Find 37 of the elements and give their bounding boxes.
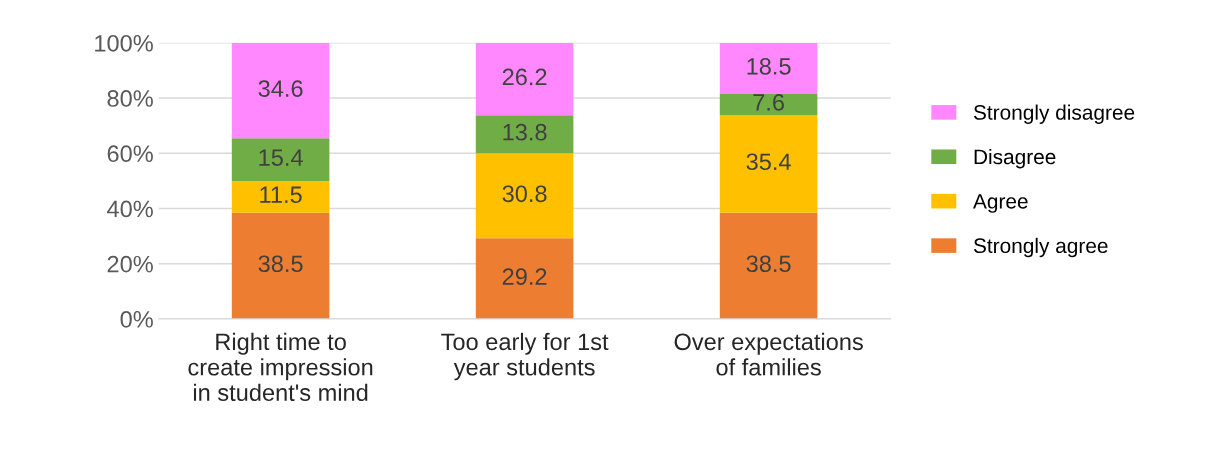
data-label: 11.5 [260, 186, 302, 204]
legend-label: Agree [973, 194, 1028, 213]
data-label: 38.5 [258, 255, 303, 273]
y-tick-label: 20% [107, 255, 153, 273]
data-label: 35.4 [746, 153, 791, 171]
legend-label: Strongly agree [973, 237, 1108, 258]
bar [231, 42, 330, 139]
x-tick-label: Right time to create impression in student's mind [188, 332, 373, 402]
bar [231, 180, 330, 213]
data-label: 7.6 [753, 94, 784, 111]
bar [475, 42, 574, 116]
bar [719, 114, 818, 213]
y-tick-label: 40% [107, 200, 153, 218]
x-tick-label: Too early for 1st year students [441, 332, 609, 381]
bar [719, 42, 818, 94]
y-tick-label: 60% [107, 145, 153, 163]
data-label: 34.6 [258, 80, 303, 97]
bar [231, 212, 330, 319]
data-label: 38.5 [746, 255, 791, 273]
data-label: 26.2 [502, 68, 547, 86]
data-label: 15.4 [259, 149, 303, 166]
y-tick-label: 100% [95, 34, 153, 52]
bar [475, 115, 574, 154]
y-tick-label: 0% [120, 310, 153, 328]
legend-label: Disagree [974, 148, 1056, 169]
legend-label: Strongly disagree [973, 104, 1135, 124]
bar [231, 138, 330, 181]
bar [475, 153, 574, 239]
data-label: 29.2 [502, 268, 547, 285]
data-label: 30.8 [502, 185, 547, 203]
data-label: 18.5 [747, 58, 791, 75]
x-tick-label: Over expectations of families [674, 332, 863, 376]
bar [719, 212, 818, 319]
bar [719, 93, 818, 115]
data-label: 13.8 [503, 123, 547, 141]
bar [475, 238, 574, 319]
y-tick-label: 80% [107, 90, 153, 107]
